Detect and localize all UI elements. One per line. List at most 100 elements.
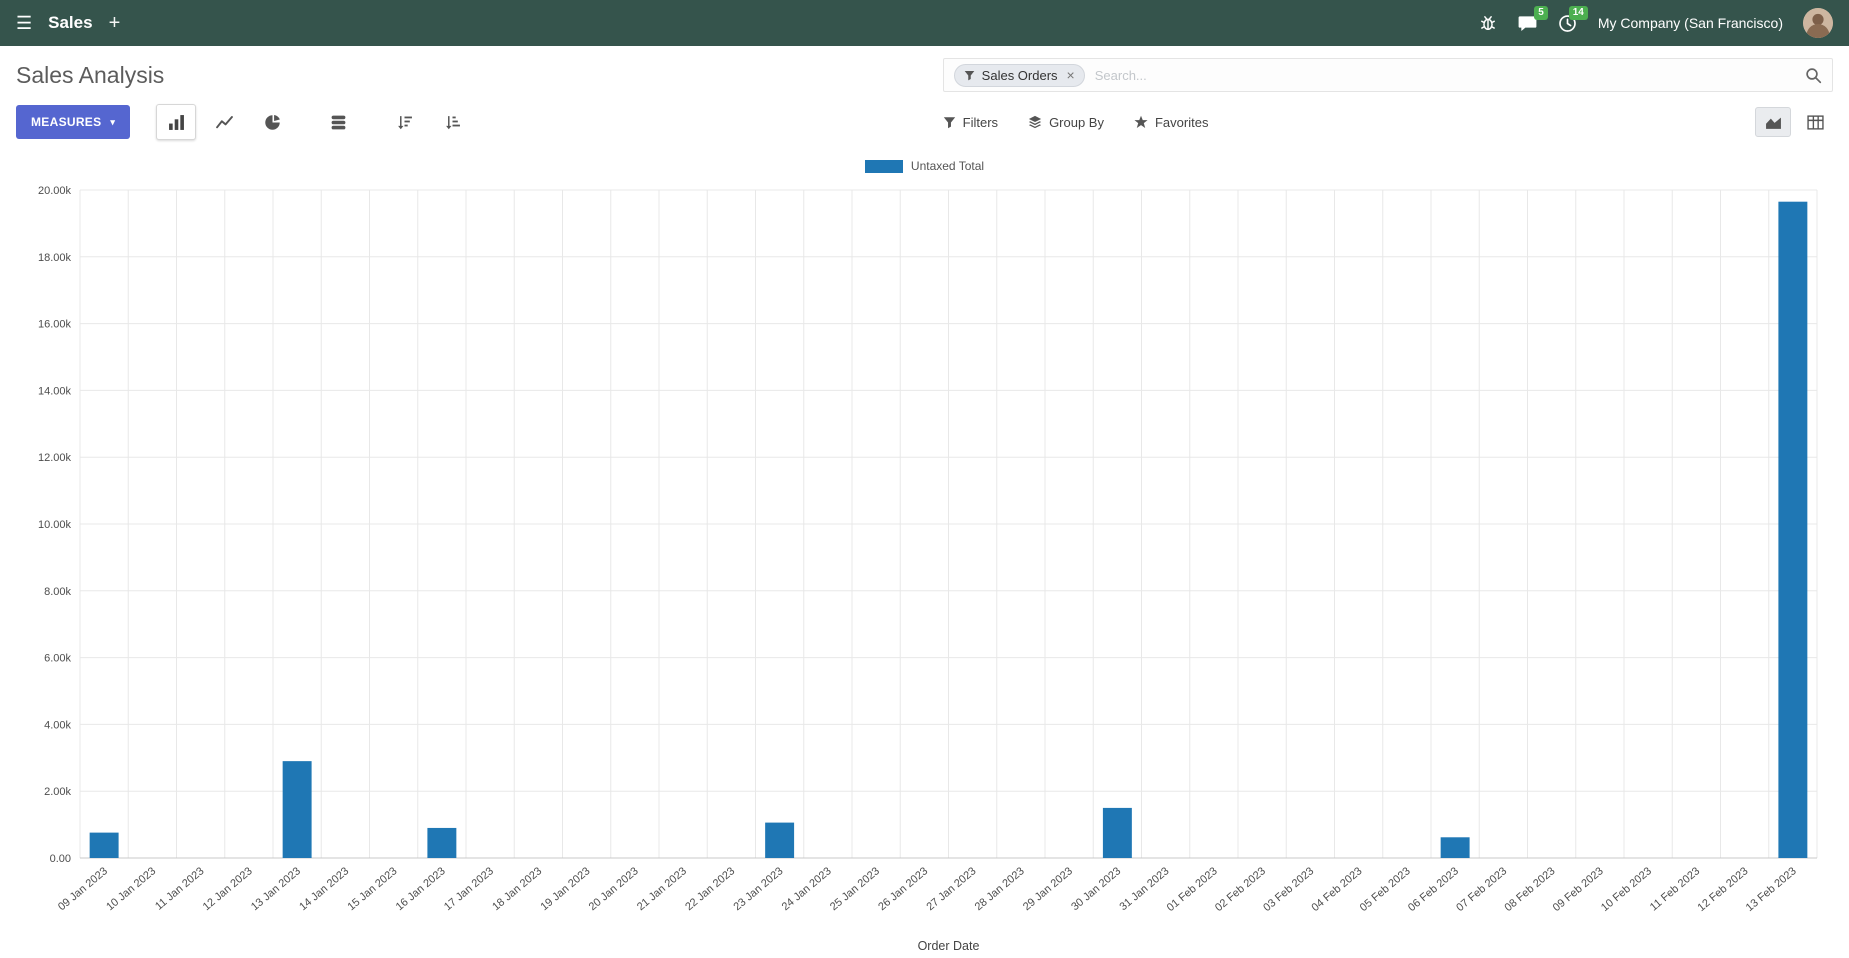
- x-tick-label: 25 Jan 2023: [828, 865, 882, 913]
- user-avatar[interactable]: [1803, 8, 1833, 38]
- x-tick-label: 13 Jan 2023: [249, 865, 303, 913]
- filter-funnel-icon: [943, 116, 955, 128]
- x-tick-label: 12 Feb 2023: [1696, 865, 1751, 914]
- chart-bar[interactable]: [1778, 201, 1808, 858]
- activities-badge: 14: [1568, 6, 1588, 20]
- x-axis-title: Order Date: [918, 939, 980, 953]
- chart-bar[interactable]: [89, 832, 119, 858]
- company-switcher[interactable]: My Company (San Francisco): [1597, 15, 1783, 31]
- view-toolbar: MEASURES ▾: [16, 104, 943, 140]
- bar-chart-canvas: 0.00 2.00k 4.00k 6.00k 8.00k 10.00k 12.00k 14.0…: [38, 185, 1818, 953]
- chart-bar[interactable]: [427, 827, 457, 858]
- control-panel: Sales Analysis Sales Orders × MEASURES ▾: [0, 46, 1849, 148]
- x-tick-label: 24 Jan 2023: [780, 865, 834, 913]
- facet-label: Sales Orders: [981, 67, 1058, 83]
- apps-menu-icon[interactable]: ☰: [16, 13, 33, 33]
- x-tick-label: 10 Feb 2023: [1599, 865, 1654, 914]
- messages-icon[interactable]: 5: [1518, 6, 1548, 33]
- x-tick-label: 04 Feb 2023: [1310, 865, 1365, 914]
- y-tick-label: 2.00k: [44, 786, 71, 798]
- x-tick-label: 01 Feb 2023: [1165, 865, 1220, 914]
- y-tick-label: 0.00: [50, 853, 71, 865]
- x-tick-label: 02 Feb 2023: [1213, 865, 1268, 914]
- chart-legend-item[interactable]: Untaxed Total: [16, 152, 1833, 180]
- x-tick-label: 03 Feb 2023: [1261, 865, 1316, 914]
- chart-bar[interactable]: [282, 761, 312, 858]
- x-tick-label: 20 Jan 2023: [587, 865, 641, 913]
- x-tick-label: 18 Jan 2023: [490, 865, 544, 913]
- area-chart-icon: [1765, 117, 1781, 129]
- x-tick-label: 19 Jan 2023: [538, 865, 592, 913]
- search-facet: Sales Orders ×: [953, 63, 1085, 87]
- sort-descending-button[interactable]: [384, 104, 424, 140]
- x-tick-label: 05 Feb 2023: [1358, 865, 1413, 914]
- graph-view-button[interactable]: [1755, 107, 1791, 137]
- plus-icon[interactable]: +: [108, 12, 121, 34]
- y-tick-label: 14.00k: [38, 385, 72, 397]
- chart-bar[interactable]: [765, 822, 795, 858]
- page-title: Sales Analysis: [16, 61, 165, 88]
- measures-button[interactable]: MEASURES ▾: [16, 105, 131, 139]
- x-tick-label: 12 Jan 2023: [201, 865, 255, 913]
- x-tick-label: 29 Jan 2023: [1021, 865, 1075, 913]
- legend-label: Untaxed Total: [910, 159, 985, 173]
- x-tick-label: 26 Jan 2023: [876, 865, 930, 913]
- favorites-button[interactable]: Favorites: [1134, 115, 1208, 130]
- y-tick-label: 6.00k: [44, 653, 71, 665]
- bar-chart: 0.00 2.00k 4.00k 6.00k 8.00k 10.00k 12.00k 14.0…: [16, 180, 1833, 958]
- facet-filter-icon: [964, 70, 974, 80]
- x-tick-label: 09 Feb 2023: [1551, 865, 1606, 914]
- search-input[interactable]: [1084, 67, 1805, 83]
- y-tick-label: 16.00k: [38, 319, 72, 331]
- layers-icon: [1028, 115, 1042, 129]
- pivot-view-button[interactable]: [1797, 107, 1833, 137]
- pivot-table-icon: [1806, 114, 1824, 130]
- group-by-label: Group By: [1049, 114, 1104, 130]
- sort-ascending-button[interactable]: [432, 104, 472, 140]
- bars: [89, 201, 1808, 858]
- caret-down-icon: ▾: [110, 116, 116, 127]
- x-tick-label: 09 Jan 2023: [56, 865, 110, 913]
- x-tick-label: 30 Jan 2023: [1069, 865, 1123, 913]
- stacked-toggle-button[interactable]: [318, 104, 358, 140]
- y-tick-label: 8.00k: [44, 586, 71, 598]
- messages-badge: 5: [1534, 6, 1548, 20]
- x-tick-label: 14 Jan 2023: [297, 865, 351, 913]
- search-bar[interactable]: Sales Orders ×: [942, 58, 1833, 92]
- x-tick-label: 13 Feb 2023: [1744, 865, 1799, 914]
- x-tick-label: 15 Jan 2023: [345, 865, 399, 913]
- debug-bug-icon[interactable]: [1478, 13, 1498, 33]
- y-tick-label: 10.00k: [38, 519, 72, 531]
- x-tick-label: 17 Jan 2023: [442, 865, 496, 913]
- x-tick-label: 16 Jan 2023: [394, 865, 448, 913]
- chart-bar[interactable]: [1440, 837, 1470, 858]
- top-navbar: ☰ Sales + 5 14 My Company (San Francisco…: [0, 0, 1849, 46]
- group-by-button[interactable]: Group By: [1028, 115, 1104, 130]
- app-name-sales[interactable]: Sales: [48, 13, 93, 32]
- chart-bar[interactable]: [1102, 807, 1132, 858]
- filters-button[interactable]: Filters: [943, 115, 998, 130]
- y-tick-label: 4.00k: [44, 719, 71, 731]
- measures-label: MEASURES: [31, 115, 102, 129]
- facet-remove-icon[interactable]: ×: [1066, 67, 1075, 83]
- legend-swatch: [864, 159, 903, 173]
- x-tick-label: 23 Jan 2023: [731, 865, 785, 913]
- activities-clock-icon[interactable]: 14: [1558, 6, 1588, 33]
- pie-chart-mode-button[interactable]: [252, 104, 292, 140]
- star-icon: [1134, 115, 1148, 128]
- x-tick-label: 31 Jan 2023: [1117, 865, 1171, 913]
- bar-chart-mode-button[interactable]: [156, 104, 197, 140]
- horizontal-gridlines: 0.00 2.00k 4.00k 6.00k 8.00k 10.00k 12.00k 14.0…: [38, 185, 1817, 865]
- line-chart-mode-button[interactable]: [204, 104, 244, 140]
- navbar-right: 5 14 My Company (San Francisco): [1478, 6, 1833, 38]
- x-tick-label: 11 Feb 2023: [1648, 865, 1702, 913]
- x-tick-label: 21 Jan 2023: [635, 865, 689, 913]
- x-tick-label: 06 Feb 2023: [1406, 865, 1461, 914]
- y-tick-label: 12.00k: [38, 452, 72, 464]
- search-icon[interactable]: [1805, 67, 1822, 84]
- x-tick-label: 08 Feb 2023: [1503, 865, 1558, 914]
- y-tick-label: 20.00k: [38, 185, 72, 197]
- x-tick-label: 28 Jan 2023: [973, 865, 1027, 913]
- x-tick-label: 27 Jan 2023: [924, 865, 978, 913]
